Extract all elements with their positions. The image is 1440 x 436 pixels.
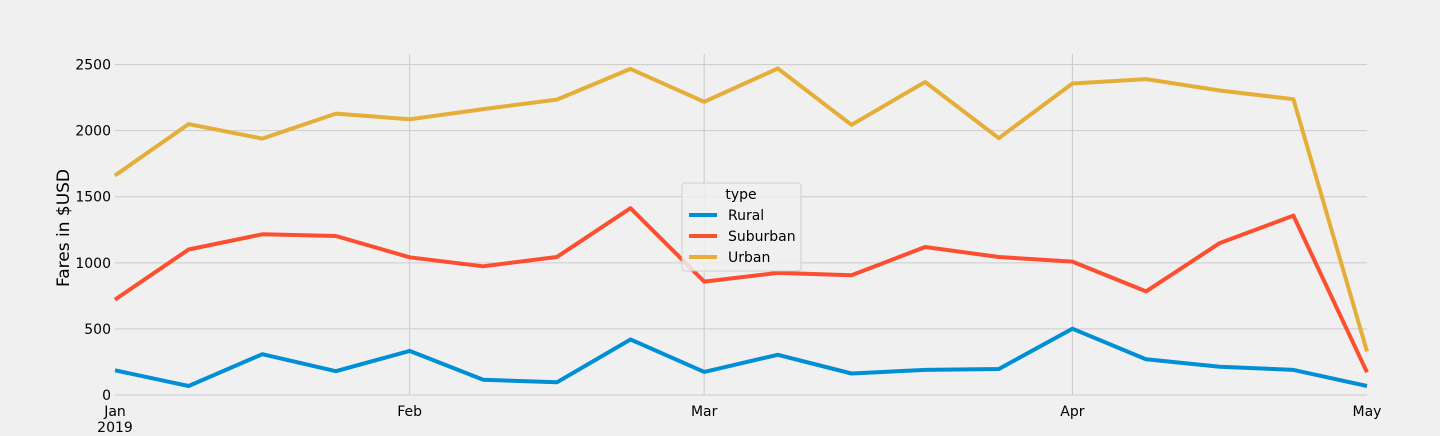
y-axis-label: Fares in $USD [54,169,74,287]
x-tick-sublabel: 2019 [97,420,133,432]
y-tick-label: 2500 [75,58,111,74]
legend-label-rural: Rural [728,208,764,224]
x-tick-label: May [1353,404,1382,420]
y-axis-ticks: 0 500 1000 1500 2000 2500 [75,58,111,404]
legend-label-urban: Urban [728,250,770,266]
x-tick-label: Apr [1060,404,1084,420]
legend-box [681,182,802,272]
x-tick-label: Jan [103,404,126,420]
series-line-suburban [113,206,1369,374]
y-tick-label: 2000 [75,124,111,140]
y-tick-label: 1500 [75,190,111,206]
y-tick-label: 500 [84,322,111,338]
legend: type Rural Suburban Urban [681,182,802,272]
x-tick-label: Feb [397,404,422,420]
series-lines [113,66,1369,388]
series-line-urban [113,66,1369,352]
legend-title: type [725,187,756,203]
legend-label-suburban: Suburban [728,229,796,245]
legend-items: Rural Suburban Urban [689,208,796,266]
y-tick-label: 0 [102,388,111,404]
x-tick-label: Mar [691,404,718,420]
y-tick-label: 1000 [75,256,111,272]
series-line-rural [114,326,1368,388]
